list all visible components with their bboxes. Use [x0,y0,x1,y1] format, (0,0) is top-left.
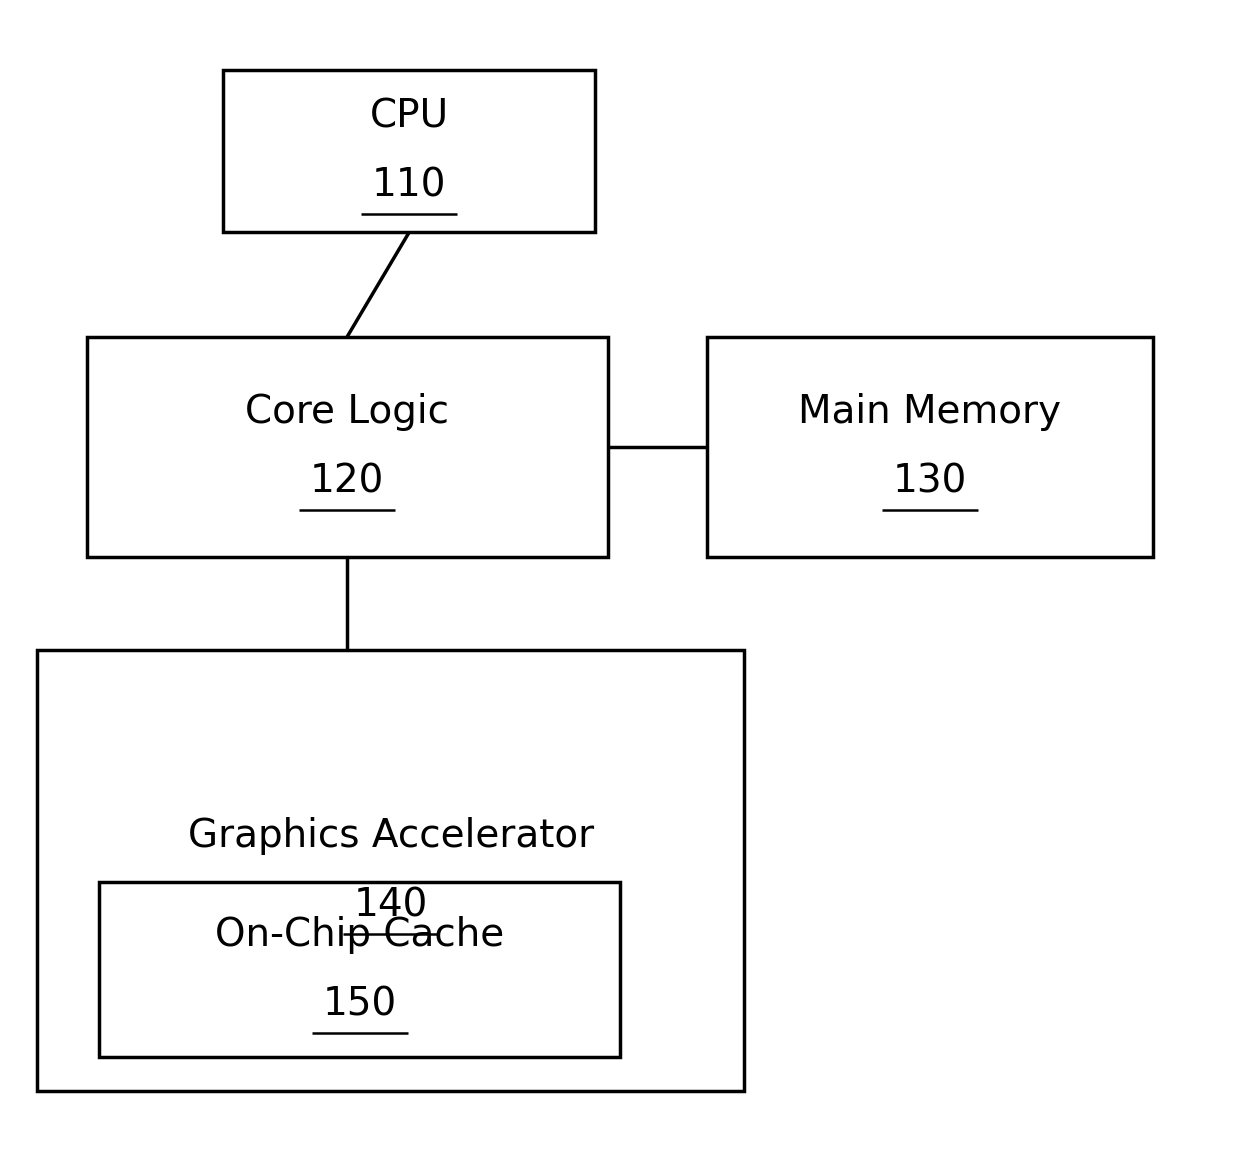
Text: Main Memory: Main Memory [799,394,1061,431]
Text: 130: 130 [893,463,967,500]
FancyBboxPatch shape [87,337,608,557]
Text: Core Logic: Core Logic [246,394,449,431]
Text: 150: 150 [322,986,397,1023]
FancyBboxPatch shape [223,70,595,232]
Text: 120: 120 [310,463,384,500]
FancyBboxPatch shape [99,882,620,1057]
Text: On-Chip Cache: On-Chip Cache [215,916,505,953]
Text: 110: 110 [372,167,446,204]
Text: 140: 140 [353,887,428,924]
Text: CPU: CPU [370,98,449,135]
Text: Graphics Accelerator: Graphics Accelerator [187,817,594,854]
FancyBboxPatch shape [707,337,1153,557]
FancyBboxPatch shape [37,650,744,1091]
